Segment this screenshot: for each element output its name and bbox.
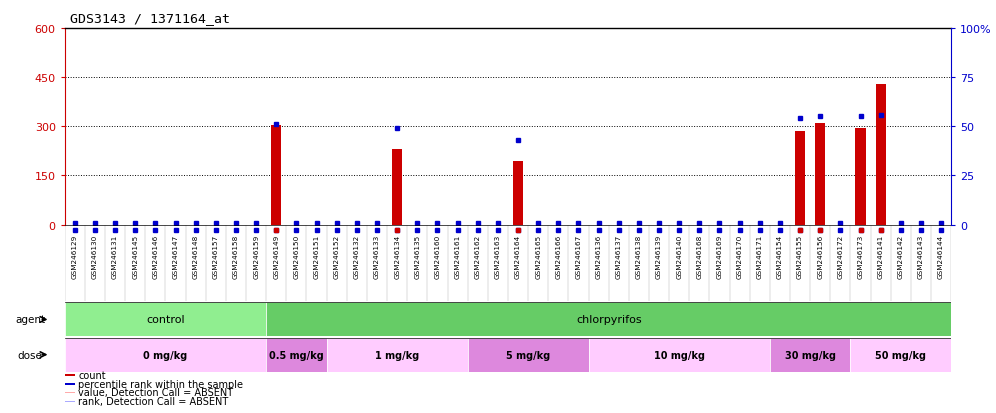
Text: 1 mg/kg: 1 mg/kg (375, 350, 419, 360)
Text: 0 mg/kg: 0 mg/kg (143, 350, 187, 360)
Text: GSM246149: GSM246149 (273, 234, 279, 278)
Text: GSM246130: GSM246130 (92, 234, 98, 278)
Text: value, Detection Call = ABSENT: value, Detection Call = ABSENT (79, 387, 233, 397)
Text: GDS3143 / 1371164_at: GDS3143 / 1371164_at (70, 12, 230, 25)
Text: percentile rank within the sample: percentile rank within the sample (79, 379, 243, 389)
Bar (65, 392, 75, 394)
Bar (851, 338, 951, 372)
Text: GSM246134: GSM246134 (394, 234, 400, 278)
Text: GSM246151: GSM246151 (314, 234, 320, 278)
Text: GSM246159: GSM246159 (253, 234, 259, 278)
Text: 10 mg/kg: 10 mg/kg (653, 350, 705, 360)
Text: GSM246136: GSM246136 (596, 234, 602, 278)
Bar (327, 338, 468, 372)
Bar (65, 401, 75, 402)
Text: 0.5 mg/kg: 0.5 mg/kg (269, 350, 324, 360)
Text: GSM246170: GSM246170 (737, 234, 743, 278)
Text: 5 mg/kg: 5 mg/kg (506, 350, 550, 360)
Text: GSM246137: GSM246137 (616, 234, 622, 278)
Bar (392, 150, 402, 225)
Bar (513, 161, 523, 225)
Text: 30 mg/kg: 30 mg/kg (785, 350, 836, 360)
Text: GSM246129: GSM246129 (72, 234, 78, 278)
Text: GSM246164: GSM246164 (515, 234, 521, 278)
Text: GSM246145: GSM246145 (132, 234, 138, 278)
Text: GSM246171: GSM246171 (757, 234, 763, 278)
Text: GSM246146: GSM246146 (152, 234, 158, 278)
Text: GSM246144: GSM246144 (938, 234, 944, 278)
Text: count: count (79, 370, 106, 380)
Text: GSM246142: GSM246142 (897, 234, 903, 278)
Bar (468, 338, 589, 372)
Text: GSM246162: GSM246162 (475, 234, 481, 278)
Bar (875, 85, 885, 225)
Text: GSM246155: GSM246155 (797, 234, 803, 278)
Text: GSM246160: GSM246160 (434, 234, 440, 278)
Text: GSM246133: GSM246133 (374, 234, 380, 278)
Text: 50 mg/kg: 50 mg/kg (875, 350, 926, 360)
Bar (266, 303, 951, 337)
Text: GSM246140: GSM246140 (676, 234, 682, 278)
Text: GSM246161: GSM246161 (454, 234, 460, 278)
Text: GSM246150: GSM246150 (294, 234, 300, 278)
Bar (65, 338, 266, 372)
Text: control: control (146, 315, 185, 325)
Text: GSM246168: GSM246168 (696, 234, 702, 278)
Text: GSM246158: GSM246158 (233, 234, 239, 278)
Bar (65, 374, 75, 376)
Text: GSM246173: GSM246173 (858, 234, 864, 278)
Text: GSM246135: GSM246135 (414, 234, 420, 278)
Bar (770, 338, 851, 372)
Text: GSM246147: GSM246147 (172, 234, 178, 278)
Text: GSM246138: GSM246138 (635, 234, 641, 278)
Text: GSM246143: GSM246143 (918, 234, 924, 278)
Text: agent: agent (15, 315, 45, 325)
Text: dose: dose (18, 350, 43, 360)
Text: GSM246139: GSM246139 (656, 234, 662, 278)
Text: GSM246167: GSM246167 (576, 234, 582, 278)
Bar (589, 338, 770, 372)
Text: GSM246166: GSM246166 (556, 234, 562, 278)
Text: GSM246152: GSM246152 (334, 234, 340, 278)
Bar (795, 132, 805, 225)
Bar (65, 383, 75, 385)
Text: GSM246156: GSM246156 (818, 234, 824, 278)
Bar (266, 338, 327, 372)
Text: chlorpyrifos: chlorpyrifos (576, 315, 641, 325)
Text: rank, Detection Call = ABSENT: rank, Detection Call = ABSENT (79, 396, 229, 406)
Text: GSM246157: GSM246157 (213, 234, 219, 278)
Text: GSM246169: GSM246169 (716, 234, 722, 278)
Text: GSM246172: GSM246172 (838, 234, 844, 278)
Bar (65, 303, 266, 337)
Bar (271, 126, 281, 225)
Bar (856, 128, 866, 225)
Text: GSM246148: GSM246148 (192, 234, 198, 278)
Text: GSM246132: GSM246132 (354, 234, 360, 278)
Text: GSM246163: GSM246163 (495, 234, 501, 278)
Text: GSM246154: GSM246154 (777, 234, 783, 278)
Text: GSM246165: GSM246165 (535, 234, 541, 278)
Bar (815, 124, 826, 225)
Text: GSM246131: GSM246131 (113, 234, 119, 278)
Text: GSM246141: GSM246141 (877, 234, 883, 278)
